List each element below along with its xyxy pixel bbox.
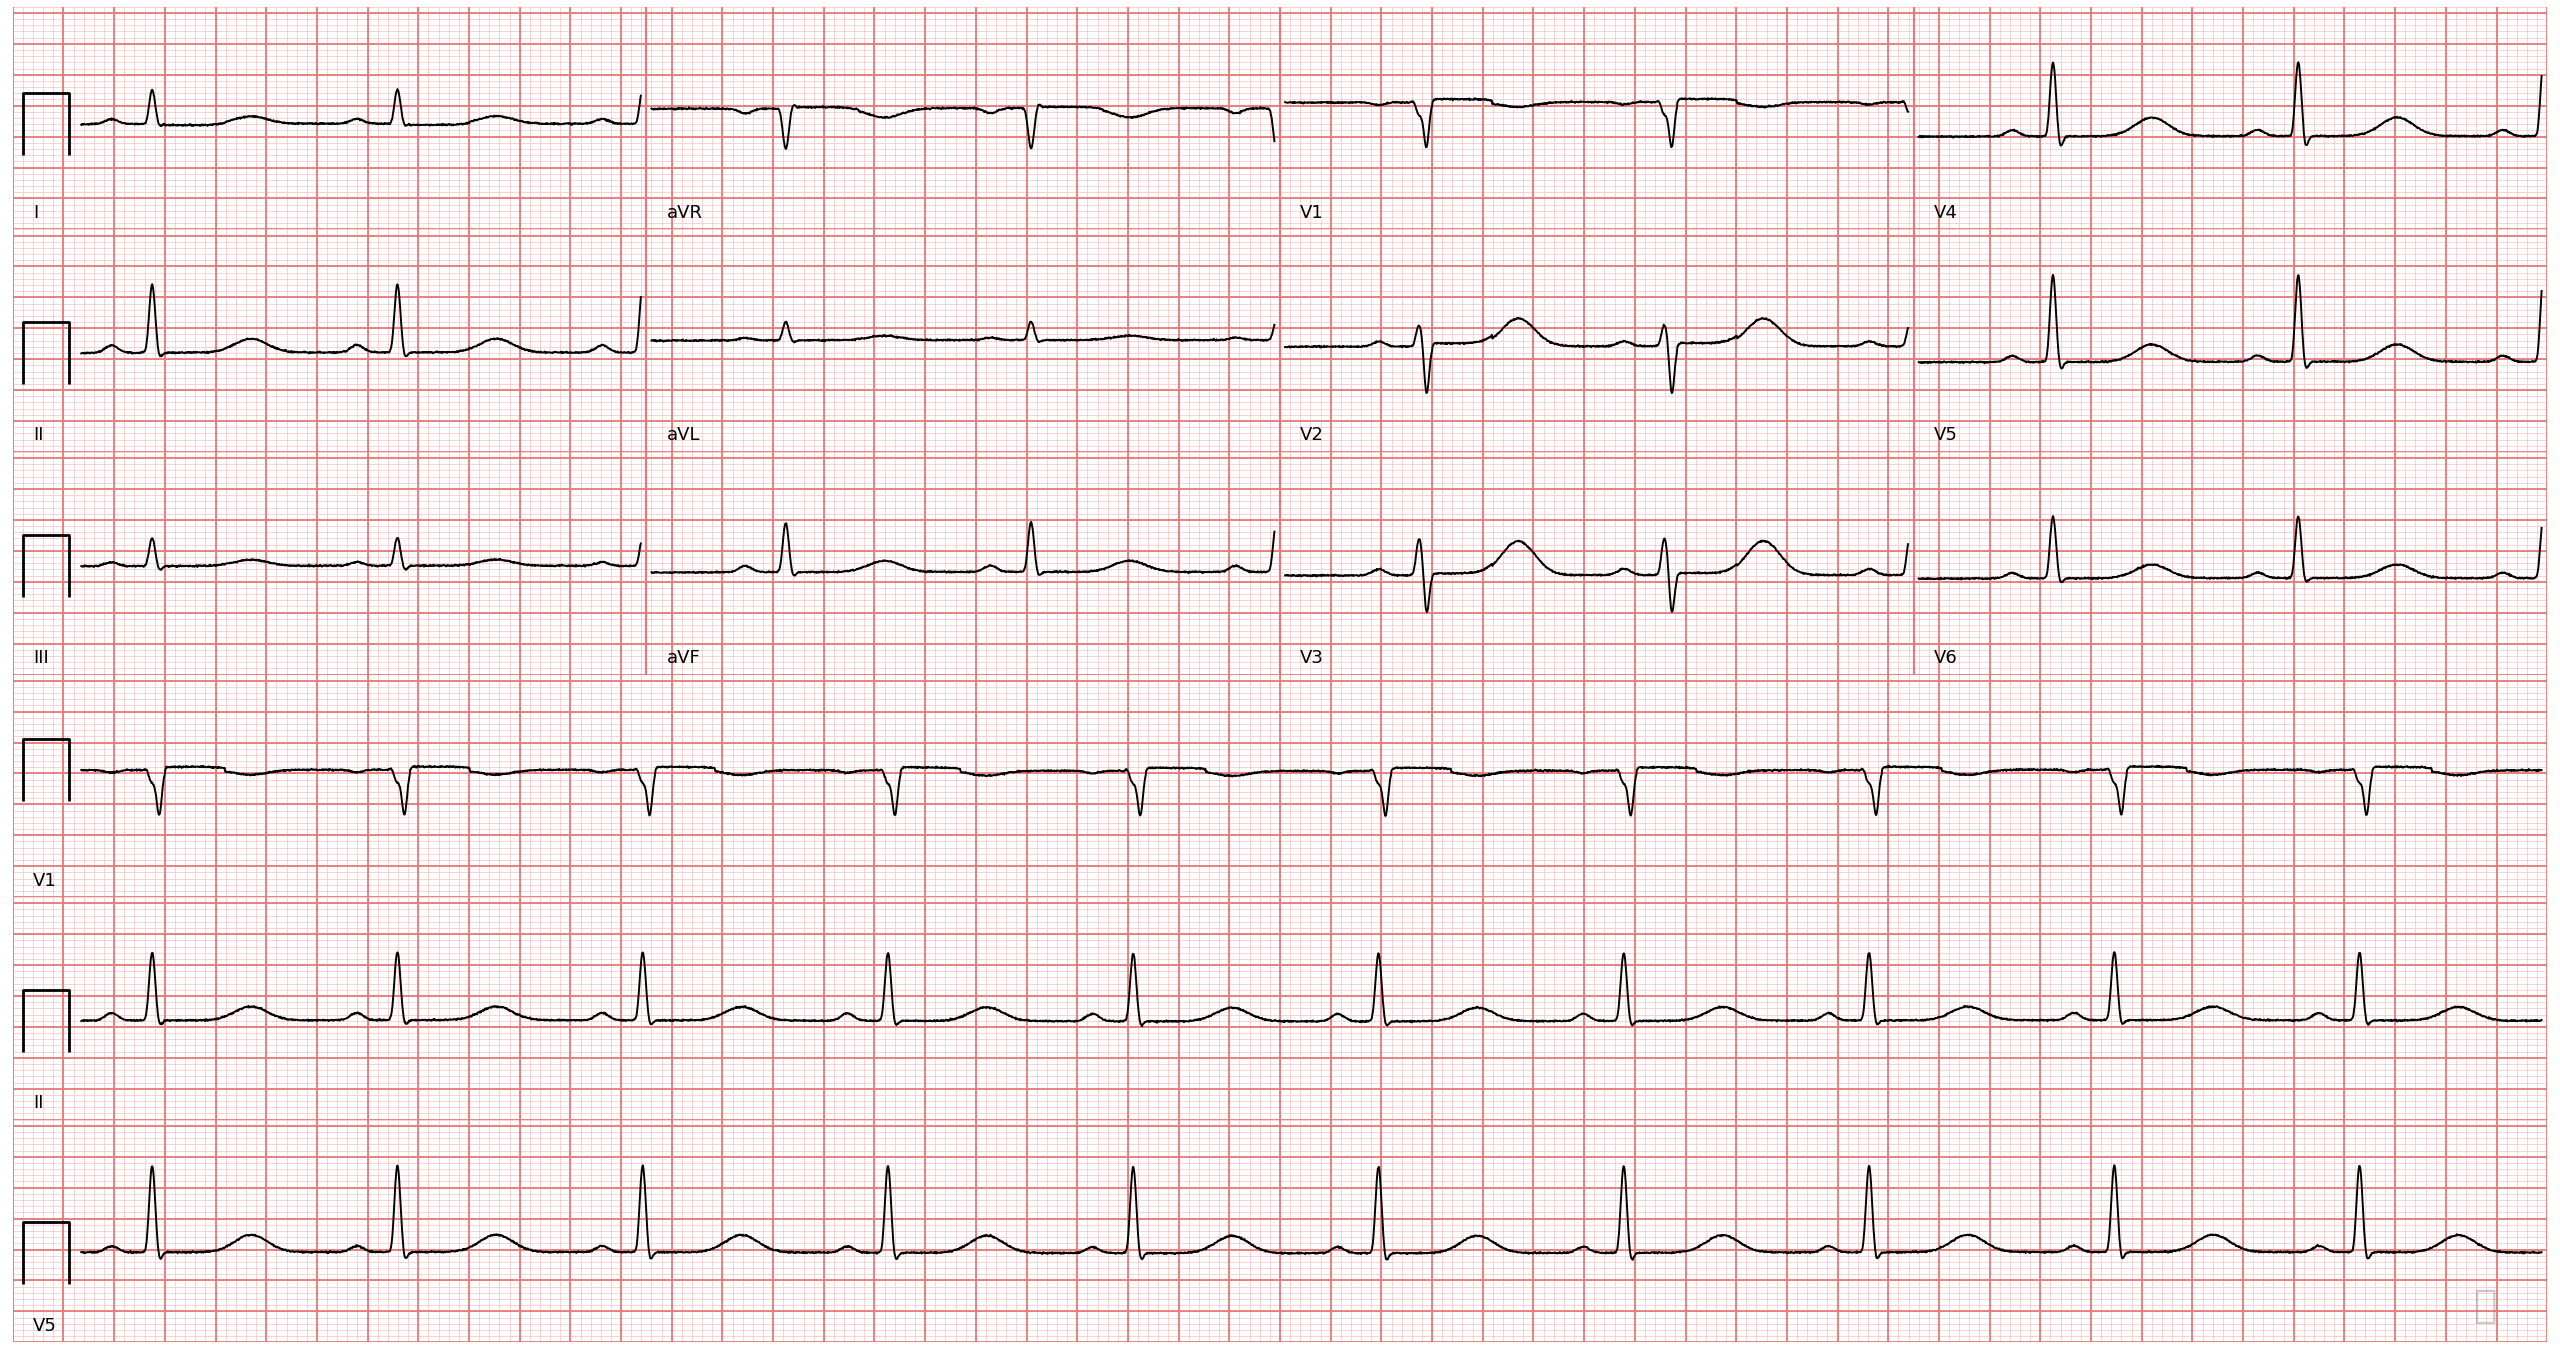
Text: V5: V5 [1933,426,1958,445]
Text: III: III [33,649,49,668]
Text: II: II [33,426,44,445]
Text: V3: V3 [1300,649,1324,668]
Text: V4: V4 [1933,204,1958,221]
Text: aVL: aVL [666,426,701,445]
Text: I: I [33,204,38,221]
Text: V1: V1 [1300,204,1324,221]
Text: V1: V1 [33,871,56,890]
Text: 🐂: 🐂 [2473,1287,2496,1325]
Text: V2: V2 [1300,426,1324,445]
Text: V5: V5 [33,1317,56,1336]
Text: aVR: aVR [666,204,701,221]
Text: II: II [33,1094,44,1112]
Text: V6: V6 [1933,649,1958,668]
Text: aVF: aVF [666,649,701,668]
